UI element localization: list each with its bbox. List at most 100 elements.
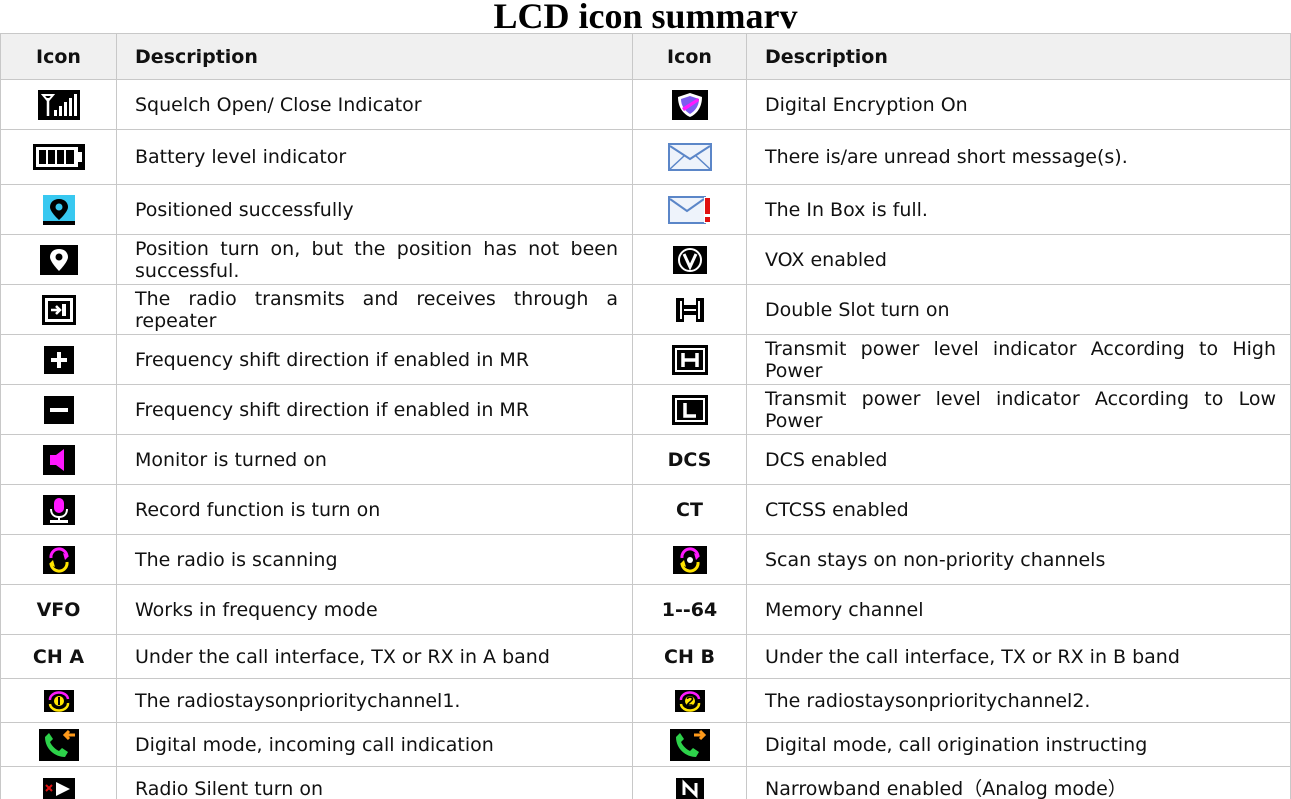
icon-cell	[0, 184, 117, 235]
table-row: Monitor is turned on DCS DCS enabled	[0, 434, 1291, 485]
description-cell: Transmit power level indicator According…	[746, 334, 1291, 385]
description-cell: Double Slot turn on	[746, 284, 1291, 335]
header-icon-right: Icon	[632, 33, 747, 80]
icon-cell	[632, 384, 747, 435]
description-cell: Digital mode, incoming call indication	[116, 722, 633, 767]
description-cell: Frequency shift direction if enabled in …	[116, 384, 633, 435]
priority-1-icon	[43, 689, 74, 712]
header-icon-left: Icon	[0, 33, 117, 80]
table-row: Squelch Open/ Close Indicator Digital En…	[0, 79, 1291, 130]
speaker-icon	[42, 444, 75, 475]
icon-cell	[0, 434, 117, 485]
icon-cell	[632, 234, 747, 285]
icon-cell	[632, 766, 747, 799]
icon-cell	[0, 722, 117, 767]
description-cell: Squelch Open/ Close Indicator	[116, 79, 633, 130]
table-row: The radio transmits and receives through…	[0, 284, 1291, 335]
table-header-row: Icon Description Icon Description	[0, 33, 1291, 80]
high-power-icon	[671, 344, 708, 375]
description-cell: Transmit power level indicator According…	[746, 384, 1291, 435]
description-cell: Position turn on, but the position has n…	[116, 234, 633, 285]
description-cell: The radiostaysonprioritychannel1.	[116, 678, 633, 723]
table-row: Position turn on, but the position has n…	[0, 234, 1291, 285]
description-cell: The In Box is full.	[746, 184, 1291, 235]
icon-cell	[0, 284, 117, 335]
ch-b-label: CH B	[632, 634, 747, 679]
double-slot-icon	[671, 294, 708, 325]
icon-cell	[0, 334, 117, 385]
repeater-icon	[41, 294, 76, 325]
icon-cell	[0, 234, 117, 285]
radio-silent-icon	[42, 777, 75, 799]
scan-non-priority-icon	[672, 545, 707, 574]
table-row: The radiostaysonprioritychannel1. The ra…	[0, 678, 1291, 723]
header-description-left: Description	[116, 33, 633, 80]
icon-cell	[632, 79, 747, 130]
description-cell: The radiostaysonprioritychannel2.	[746, 678, 1291, 723]
ct-label: CT	[632, 484, 747, 535]
vfo-label: VFO	[0, 584, 117, 635]
icon-cell	[0, 129, 117, 185]
description-cell: Battery level indicator	[116, 129, 633, 185]
table-row: VFO Works in frequency mode 1--64 Memory…	[0, 584, 1291, 635]
icon-cell	[0, 678, 117, 723]
icon-cell	[632, 284, 747, 335]
microphone-icon	[42, 494, 75, 525]
low-power-icon	[671, 394, 708, 425]
dcs-label: DCS	[632, 434, 747, 485]
description-cell: Radio Silent turn on	[116, 766, 633, 799]
icon-cell	[632, 534, 747, 585]
icon-cell	[632, 722, 747, 767]
narrowband-icon	[675, 777, 704, 799]
description-cell: Scan stays on non-priority channels	[746, 534, 1291, 585]
table-row: Digital mode, incoming call indication D…	[0, 722, 1291, 767]
battery-icon	[32, 144, 85, 170]
scan-icon	[42, 545, 75, 574]
memory-channel-label: 1--64	[632, 584, 747, 635]
description-cell: Under the call interface, TX or RX in A …	[116, 634, 633, 679]
encryption-shield-icon	[671, 89, 708, 120]
envelope-full-icon	[667, 195, 711, 224]
priority-2-icon	[674, 689, 705, 712]
incoming-call-icon	[38, 728, 79, 761]
location-pin-cyan-icon	[42, 194, 75, 225]
icon-cell	[0, 534, 117, 585]
location-pin-white-icon	[39, 244, 78, 275]
description-cell: DCS enabled	[746, 434, 1291, 485]
table-row: CH A Under the call interface, TX or RX …	[0, 634, 1291, 679]
description-cell: Works in frequency mode	[116, 584, 633, 635]
description-cell: There is/are unread short message(s).	[746, 129, 1291, 185]
envelope-icon	[667, 143, 712, 171]
description-cell: Memory channel	[746, 584, 1291, 635]
table-row: The radio is scanning Scan stays on non-…	[0, 534, 1291, 585]
icon-cell	[0, 484, 117, 535]
description-cell: CTCSS enabled	[746, 484, 1291, 535]
minus-icon	[43, 395, 74, 424]
header-description-right: Description	[746, 33, 1291, 80]
description-cell: The radio is scanning	[116, 534, 633, 585]
icon-cell	[632, 184, 747, 235]
description-cell: Positioned successfully	[116, 184, 633, 235]
description-cell: VOX enabled	[746, 234, 1291, 285]
icon-summary-table: Icon Description Icon Description S	[0, 33, 1291, 799]
table-row: Frequency shift direction if enabled in …	[0, 384, 1291, 435]
table-row: Battery level indicator There is/are unr…	[0, 129, 1291, 185]
icon-cell	[632, 334, 747, 385]
description-cell: Under the call interface, TX or RX in B …	[746, 634, 1291, 679]
description-cell: Monitor is turned on	[116, 434, 633, 485]
icon-cell	[0, 766, 117, 799]
table-row: Record function is turn on CT CTCSS enab…	[0, 484, 1291, 535]
description-cell: Digital Encryption On	[746, 79, 1291, 130]
description-cell: The radio transmits and receives through…	[116, 284, 633, 335]
ch-a-label: CH A	[0, 634, 117, 679]
table-row: Frequency shift direction if enabled in …	[0, 334, 1291, 385]
icon-cell	[632, 129, 747, 185]
plus-icon	[43, 345, 74, 374]
icon-cell	[0, 79, 117, 130]
icon-cell	[0, 384, 117, 435]
description-cell: Frequency shift direction if enabled in …	[116, 334, 633, 385]
vox-icon	[672, 245, 707, 274]
page-title: LCD icon summarv	[493, 0, 798, 36]
outgoing-call-icon	[669, 728, 710, 761]
table-row: Positioned successfully The In Box is fu…	[0, 184, 1291, 235]
